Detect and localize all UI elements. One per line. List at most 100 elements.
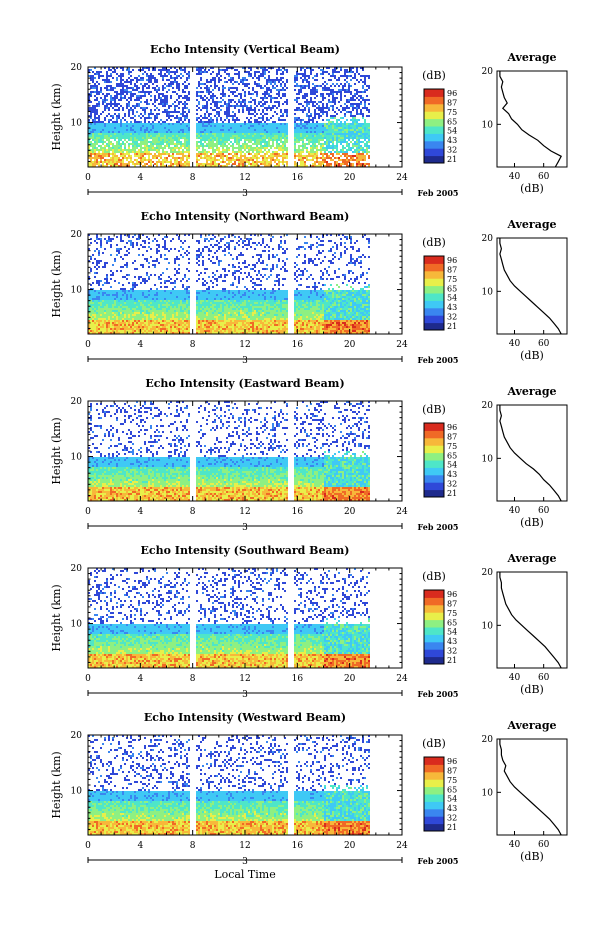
date-month-label: Feb 2005: [418, 856, 459, 866]
x-tick-label: 20: [344, 674, 356, 684]
colorbar-swatch: [424, 270, 444, 279]
colorbar-tick-label: 54: [447, 461, 457, 470]
profile-line: [499, 572, 562, 669]
x-tick-label: 16: [292, 340, 304, 350]
date-month-label: Feb 2005: [418, 689, 459, 699]
panel-4: Echo Intensity (Southward Beam) 0 4 8 12 16 20…: [50, 544, 568, 700]
y-tick-label: 10: [71, 119, 83, 129]
colorbar-swatch: [424, 656, 444, 665]
colorbar-swatch: [424, 823, 444, 832]
colorbar-swatch: [424, 474, 444, 483]
colorbar-tick-label: 87: [447, 599, 457, 608]
colorbar-frame: [423, 422, 445, 498]
colorbar-swatch: [424, 779, 444, 788]
x-tick-label: 12: [239, 507, 250, 517]
colorbar-tick-label: 54: [447, 795, 457, 804]
colorbar-tick-label: 65: [447, 117, 457, 126]
profile-x-tick-label: 60: [538, 172, 550, 182]
x-tick-label: 20: [344, 507, 356, 517]
y-axis-label: Height (km): [50, 751, 63, 818]
x-tick-label: 24: [396, 674, 408, 684]
x-tick-label: 8: [190, 173, 196, 183]
colorbar-tick-label: 43: [447, 136, 457, 145]
panel-title: Echo Intensity (Southward Beam): [141, 544, 350, 557]
x-tick-label: 4: [137, 841, 143, 851]
colorbar-swatch: [424, 278, 444, 287]
colorbar-swatch: [424, 322, 444, 331]
colorbar-swatch: [424, 140, 444, 149]
colorbar-swatch: [424, 634, 444, 643]
y-axis-label: Height (km): [50, 250, 63, 317]
y-tick-label: 20: [71, 397, 83, 407]
colorbar-tick-label: 43: [447, 804, 457, 813]
colorbar-tick-label: 96: [447, 757, 457, 766]
x-tick-label: 24: [396, 507, 408, 517]
profile-x-tick-label: 60: [538, 506, 550, 516]
colorbar-tick-label: 43: [447, 470, 457, 479]
colorbar-swatch: [424, 816, 444, 825]
profile-line: [499, 238, 562, 335]
profile-x-tick-label: 40: [509, 339, 521, 349]
date-month-label: Feb 2005: [418, 355, 459, 365]
x-tick-label: 8: [190, 507, 196, 517]
colorbar-frame: [423, 589, 445, 665]
colorbar-swatch: [424, 256, 444, 264]
profile-line: [499, 71, 563, 168]
x-tick-label: 20: [344, 173, 356, 183]
profile-y-tick-label: 20: [482, 67, 494, 77]
colorbar-swatch: [424, 627, 444, 635]
colorbar-swatch: [424, 307, 444, 316]
colorbar-unit: (dB): [422, 236, 446, 249]
x-tick-label: 16: [292, 507, 304, 517]
date-day-label: 3: [242, 189, 248, 199]
colorbar-frame: [423, 88, 445, 164]
colorbar-swatch: [424, 786, 444, 795]
profile-y-tick-label: 20: [482, 568, 494, 578]
date-day-label: 3: [242, 690, 248, 700]
profile-line: [499, 405, 562, 502]
profile-frame: [496, 571, 568, 669]
colorbar-tick-label: 65: [447, 284, 457, 293]
colorbar-swatch: [424, 437, 444, 446]
profile-x-tick-label: 40: [509, 673, 521, 683]
profile-title: Average: [506, 51, 556, 64]
y-axis-label: Height (km): [50, 584, 63, 651]
x-tick-label: 4: [137, 173, 143, 183]
colorbar-swatch: [424, 619, 444, 628]
colorbar-tick-label: 75: [447, 776, 457, 785]
colorbar-swatch: [424, 285, 444, 294]
profile-y-tick-label: 10: [482, 788, 494, 798]
colorbar-swatch: [424, 794, 444, 802]
colorbar-tick-label: 21: [447, 656, 457, 665]
profile-y-tick-label: 10: [482, 454, 494, 464]
colorbar-tick-label: 43: [447, 303, 457, 312]
profile-x-tick-label: 60: [538, 840, 550, 850]
profile-x-tick-label: 40: [509, 172, 521, 182]
x-tick-label: 4: [137, 507, 143, 517]
colorbar-swatch: [424, 430, 444, 439]
colorbar-swatch: [424, 649, 444, 658]
colorbar-tick-label: 32: [447, 146, 457, 155]
profile-title: Average: [506, 218, 556, 231]
colorbar-swatch: [424, 489, 444, 498]
y-tick-label: 20: [71, 731, 83, 741]
colorbar-swatch: [424, 89, 444, 97]
colorbar-swatch: [424, 597, 444, 606]
profile-line: [499, 739, 562, 836]
profile-frame: [496, 738, 568, 836]
profile-x-label: (dB): [520, 683, 544, 696]
y-tick-label: 10: [71, 453, 83, 463]
colorbar-tick-label: 65: [447, 785, 457, 794]
y-tick-label: 10: [71, 620, 83, 630]
x-tick-label: 20: [344, 841, 356, 851]
colorbar-swatch: [424, 300, 444, 309]
profile-title: Average: [506, 552, 556, 565]
date-month-label: Feb 2005: [418, 522, 459, 532]
colorbar-swatch: [424, 452, 444, 461]
x-tick-label: 0: [85, 841, 91, 851]
colorbar-swatch: [424, 460, 444, 468]
echo-heatmap: [88, 735, 402, 835]
panel-title: Echo Intensity (Vertical Beam): [150, 43, 340, 56]
x-tick-label: 4: [137, 340, 143, 350]
colorbar-swatch: [424, 96, 444, 105]
